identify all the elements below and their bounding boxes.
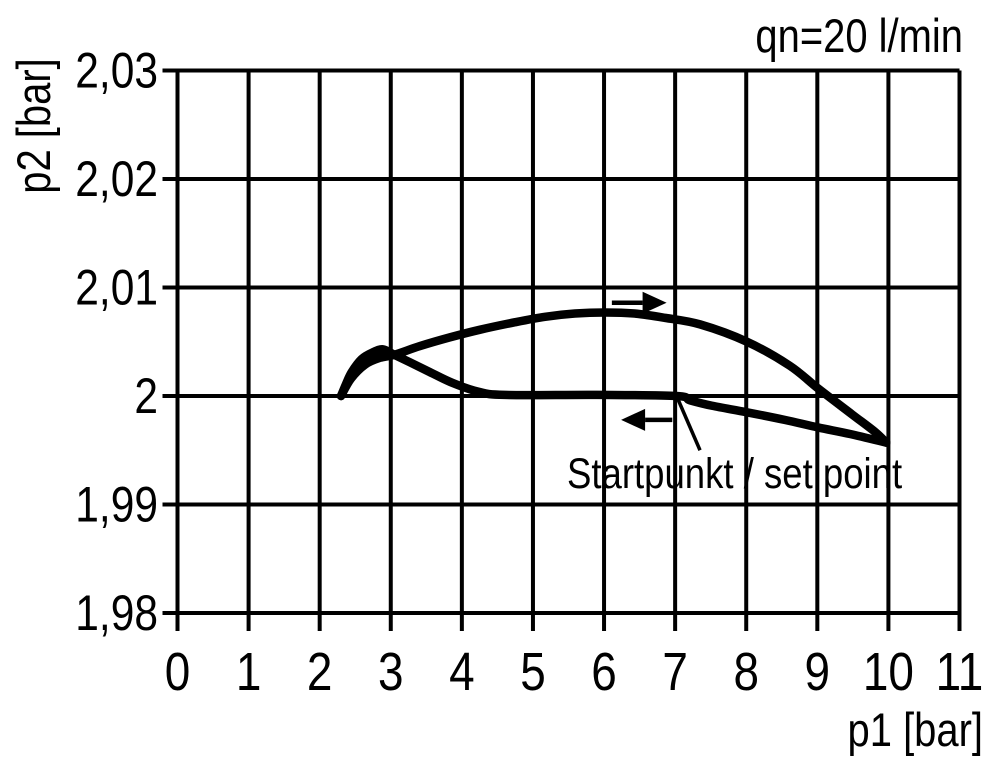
x-tick-label: 9 xyxy=(805,642,831,702)
x-tick-label: 11 xyxy=(936,642,984,702)
x-axis-title: p1 [bar] xyxy=(848,705,983,757)
x-tick-label: 3 xyxy=(378,642,404,702)
y-tick-label: 2,03 xyxy=(75,42,158,98)
y-tick-label: 1,99 xyxy=(75,476,158,532)
direction-arrow-layer xyxy=(611,291,673,431)
grid-layer xyxy=(162,68,962,631)
y-axis-title: p2 [bar] xyxy=(9,58,61,193)
setpoint-leader-line xyxy=(674,395,702,451)
setpoint-label: Startpunkt / set point xyxy=(567,450,902,497)
flow-rate-annotation: qn=20 l/min xyxy=(755,11,963,63)
y-tick-label: 2,02 xyxy=(75,151,158,207)
x-tick-label: 4 xyxy=(449,642,475,702)
x-tick-label: 5 xyxy=(520,642,546,702)
left-direction-arrow-head xyxy=(621,408,646,431)
x-tick-label: 7 xyxy=(662,642,688,702)
return-sweep-curve xyxy=(336,345,891,447)
forward-sweep-curve xyxy=(336,308,891,447)
annotation-leader-layer xyxy=(674,395,702,451)
y-tick-label: 2,01 xyxy=(75,259,158,315)
y-tick-label: 1,98 xyxy=(75,585,158,641)
x-tick-label: 8 xyxy=(733,642,759,702)
y-tick-label: 2 xyxy=(134,368,158,424)
x-tick-label: 10 xyxy=(863,642,914,702)
right-direction-arrow-head xyxy=(642,291,667,314)
x-tick-label: 2 xyxy=(307,642,333,702)
curve-layer xyxy=(336,308,891,447)
x-tick-label: 6 xyxy=(591,642,617,702)
x-tick-label: 1 xyxy=(236,642,262,702)
x-tick-label: 0 xyxy=(165,642,191,702)
